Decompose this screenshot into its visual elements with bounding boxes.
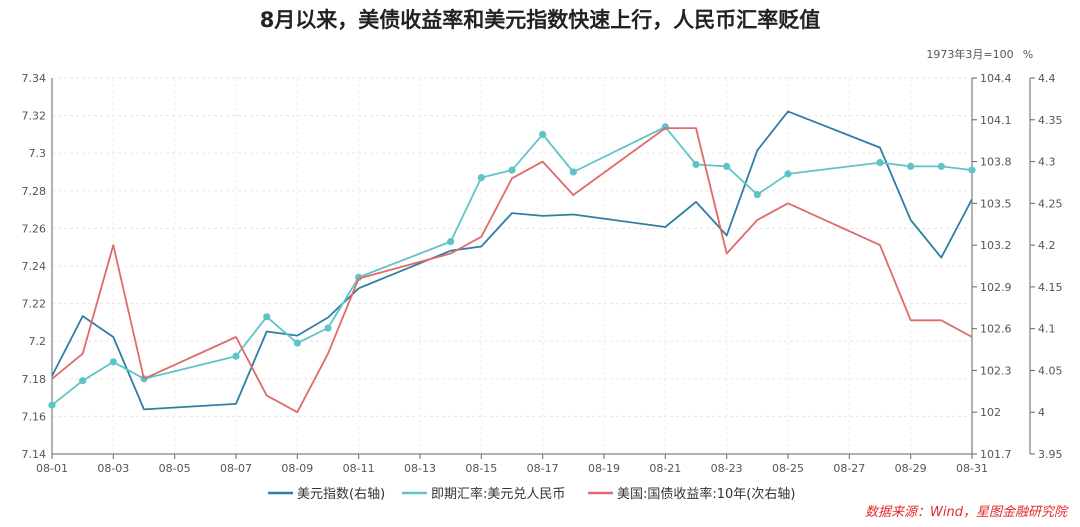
left-tick-label: 7.26	[22, 222, 47, 235]
left-tick-label: 7.18	[22, 373, 47, 386]
series-point-usdcny	[784, 170, 792, 178]
x-tick-label: 08-07	[220, 462, 252, 475]
secondary-right-tick-label: 4.4	[1038, 72, 1056, 85]
secondary-right-tick-label: 4.05	[1038, 364, 1063, 377]
series-point-usdcny	[355, 273, 363, 281]
secondary-right-tick-label: 4.35	[1038, 114, 1063, 127]
series-point-usdcny	[753, 190, 761, 199]
left-tick-label: 7.34	[22, 72, 47, 85]
secondary-right-tick-label: 4.2	[1038, 239, 1056, 252]
x-tick-label: 08-01	[36, 462, 68, 475]
series-point-usdcny	[508, 166, 516, 174]
x-tick-label: 08-19	[588, 462, 620, 475]
left-tick-label: 7.2	[29, 335, 47, 348]
left-tick-label: 7.24	[22, 260, 47, 273]
x-tick-label: 08-13	[404, 462, 436, 475]
grid	[51, 77, 973, 455]
legend-label-usdcny: 即期汇率:美元兑人民币	[431, 486, 565, 502]
left-tick-label: 7.32	[22, 110, 47, 123]
x-tick-label: 08-21	[649, 462, 681, 475]
series-point-usdcny	[876, 159, 884, 167]
legend-label-us10y: 美国:国债收益率:10年(次右轴)	[617, 486, 795, 502]
legend-label-usd-index: 美元指数(右轴)	[297, 487, 385, 502]
series-point-usdcny	[263, 313, 271, 321]
secondary-right-tick-label: 4.3	[1038, 156, 1056, 169]
series-point-usdcny	[232, 352, 240, 360]
legend[interactable]: 美元指数(右轴) 即期汇率:美元兑人民币 美国:国债收益率:10年(次右轴)	[268, 486, 795, 502]
x-tick-label: 08-09	[281, 462, 313, 475]
series-line-usd-index	[51, 110, 973, 411]
left-tick-label: 7.3	[29, 147, 47, 160]
right-tick-label: 102.3	[980, 364, 1012, 377]
series-point-usdcny	[477, 174, 485, 182]
series-point-usdcny	[907, 162, 915, 170]
series-point-usdcny	[48, 401, 56, 409]
secondary-right-tick-label: 4.1	[1038, 323, 1056, 336]
series-point-usdcny	[937, 162, 945, 170]
unit-secondary-right-axis: %	[1023, 48, 1033, 61]
series-point-usdcny	[79, 377, 87, 385]
tick-labels: 7.14 7.16 7.18 7.2 7.22 7.24 7.26 7.28 7.3 7.32 7.…	[22, 72, 1063, 475]
x-tick-label: 08-23	[711, 462, 743, 475]
series-point-usdcny	[723, 162, 731, 170]
right-tick-label: 102	[980, 406, 1001, 419]
series-layer	[48, 110, 976, 414]
chart-title: 8月以来，美债收益率和美元指数快速上行，人民币汇率贬值	[260, 8, 821, 32]
x-tick-label: 08-27	[833, 462, 865, 475]
series-point-usdcny	[447, 237, 455, 246]
right-tick-label: 103.2	[980, 239, 1012, 252]
x-tick-label: 08-17	[527, 462, 559, 475]
secondary-right-tick-label: 4	[1038, 406, 1045, 419]
secondary-right-tick-label: 4.15	[1038, 281, 1063, 294]
series-point-usdcny	[109, 358, 117, 366]
series-point-usdcny	[539, 130, 547, 138]
unit-right-axis: 1973年3月=100	[926, 47, 1013, 61]
series-point-usdcny	[968, 166, 976, 174]
right-tick-label: 104.1	[980, 114, 1012, 127]
secondary-right-tick-label: 4.25	[1038, 197, 1063, 210]
right-tick-label: 102.9	[980, 281, 1012, 294]
left-tick-label: 7.28	[22, 185, 47, 198]
series-line-us10y	[51, 127, 973, 414]
secondary-right-tick-label: 3.95	[1038, 448, 1063, 461]
series-point-usdcny	[293, 339, 301, 347]
right-tick-label: 103.8	[980, 156, 1012, 169]
x-tick-label: 08-03	[97, 462, 129, 475]
left-tick-label: 7.22	[22, 298, 47, 311]
source-note: 数据来源：Wind，星图金融研究院	[865, 504, 1069, 520]
x-tick-label: 08-05	[159, 462, 191, 475]
right-tick-label: 102.6	[980, 323, 1012, 336]
x-tick-label: 08-31	[956, 462, 988, 475]
right-tick-label: 101.7	[980, 448, 1012, 461]
x-tick-label: 08-25	[772, 462, 804, 475]
x-tick-label: 08-15	[465, 462, 497, 475]
left-tick-label: 7.16	[22, 410, 47, 423]
series-point-usdcny	[692, 160, 700, 169]
right-tick-label: 104.4	[980, 72, 1012, 85]
series-point-usdcny	[569, 168, 577, 176]
x-tick-label: 08-11	[343, 462, 375, 475]
series-point-usdcny	[324, 324, 332, 332]
axes	[51, 77, 1035, 459]
left-tick-label: 7.14	[22, 448, 47, 461]
right-tick-label: 103.5	[980, 197, 1012, 210]
x-tick-label: 08-29	[895, 462, 927, 475]
